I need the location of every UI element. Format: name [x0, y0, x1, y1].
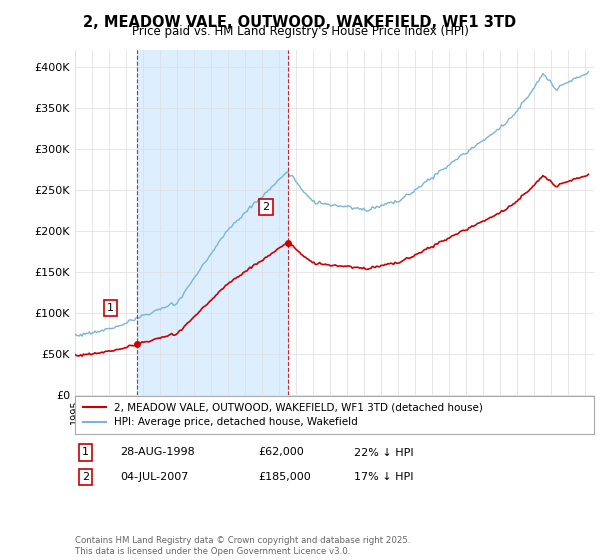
- Legend: 2, MEADOW VALE, OUTWOOD, WAKEFIELD, WF1 3TD (detached house), HPI: Average price: 2, MEADOW VALE, OUTWOOD, WAKEFIELD, WF1 …: [83, 403, 483, 427]
- Text: Contains HM Land Registry data © Crown copyright and database right 2025.
This d: Contains HM Land Registry data © Crown c…: [75, 536, 410, 556]
- Text: £185,000: £185,000: [258, 472, 311, 482]
- Text: 2: 2: [262, 202, 269, 212]
- Text: Price paid vs. HM Land Registry's House Price Index (HPI): Price paid vs. HM Land Registry's House …: [131, 25, 469, 38]
- Text: 2: 2: [82, 472, 89, 482]
- Text: 2, MEADOW VALE, OUTWOOD, WAKEFIELD, WF1 3TD: 2, MEADOW VALE, OUTWOOD, WAKEFIELD, WF1 …: [83, 15, 517, 30]
- Text: £62,000: £62,000: [258, 447, 304, 458]
- Text: 17% ↓ HPI: 17% ↓ HPI: [354, 472, 413, 482]
- Bar: [137, 50, 288, 395]
- Text: 1: 1: [107, 303, 113, 313]
- Text: 04-JUL-2007: 04-JUL-2007: [120, 472, 188, 482]
- Text: 28-AUG-1998: 28-AUG-1998: [120, 447, 195, 458]
- Text: 1: 1: [82, 447, 89, 458]
- Text: 22% ↓ HPI: 22% ↓ HPI: [354, 447, 413, 458]
